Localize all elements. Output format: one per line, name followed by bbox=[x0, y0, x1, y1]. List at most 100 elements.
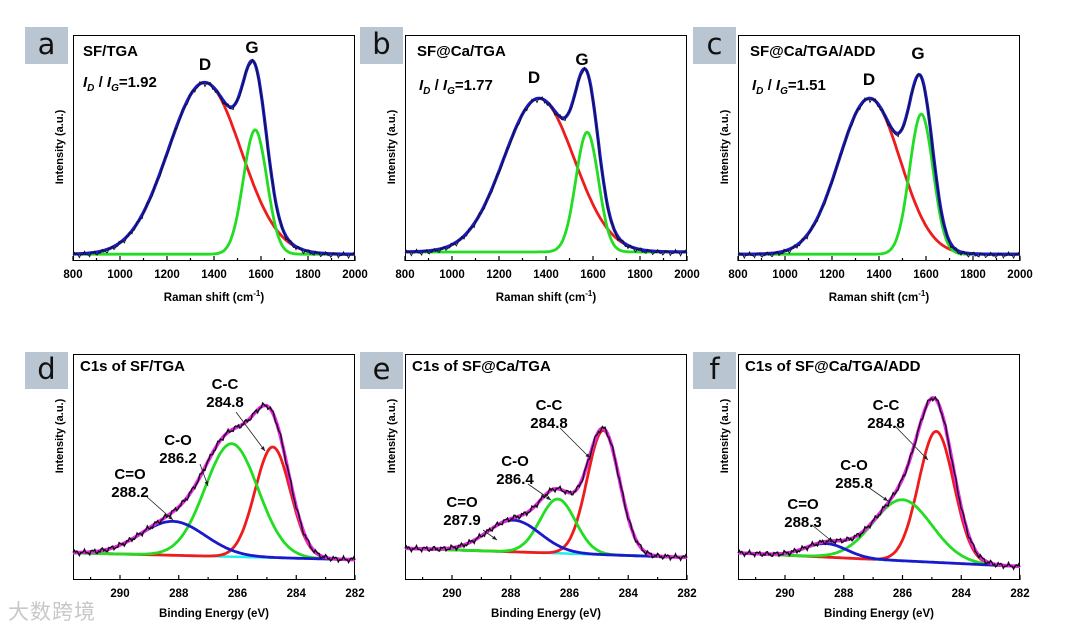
panel-title: SF/TGA bbox=[83, 43, 138, 60]
watermark-logo: 大数跨境 bbox=[8, 600, 96, 624]
peak-annotation-position: 285.8 bbox=[835, 475, 873, 492]
x-tick-label: 286 bbox=[892, 588, 913, 600]
y-axis-label: Intensity (a.u.) bbox=[719, 398, 731, 474]
x-axis-label-close: ) bbox=[925, 291, 930, 304]
peak-annotation: C=O 287.9 bbox=[443, 494, 481, 530]
peak-curve-c-c bbox=[738, 429, 1020, 568]
x-tick-label: 1600 bbox=[580, 269, 606, 281]
annotation-arrow-line bbox=[146, 496, 174, 521]
peak-annotation-position: 288.2 bbox=[111, 484, 149, 501]
raw-data-curve bbox=[404, 425, 688, 562]
peak-curve-g bbox=[73, 128, 355, 256]
peak-annotation: C=O 288.2 bbox=[111, 466, 149, 502]
ratio-part: / bbox=[94, 74, 107, 91]
annotation-arrow-line bbox=[527, 483, 552, 501]
x-tick-label: 1800 bbox=[960, 269, 986, 281]
x-axis-label-text: Raman shift (cm bbox=[163, 291, 254, 304]
x-axis-label: Binding Energy (eV) bbox=[824, 608, 934, 620]
panel-label-f: f bbox=[693, 352, 736, 389]
panel-title: C1s of SF@Ca/TGA bbox=[412, 358, 551, 375]
peak-curve-g bbox=[405, 130, 687, 254]
x-tick-label: 1800 bbox=[295, 269, 321, 281]
x-axis-label: Raman shift (cm-1) bbox=[496, 289, 596, 304]
panel-title: SF@Ca/TGA bbox=[417, 43, 506, 60]
x-axis-label-superscript: -1 bbox=[585, 289, 593, 298]
x-tick-label: 800 bbox=[395, 269, 415, 281]
x-tick-label: 282 bbox=[1010, 588, 1030, 600]
annotation-arrow-head-icon bbox=[585, 453, 590, 458]
peak-annotation-name: C-C bbox=[211, 376, 239, 393]
peak-label-g: G bbox=[575, 50, 589, 69]
x-tick-label: 288 bbox=[501, 588, 521, 600]
annotation-arrow-head-icon bbox=[546, 495, 551, 500]
x-tick-label: 2000 bbox=[342, 269, 368, 281]
ratio-part: D bbox=[87, 83, 95, 94]
annotation-arrow-head-icon bbox=[168, 515, 173, 520]
peak-annotation: C-C 284.8 bbox=[867, 397, 905, 433]
x-tick-label: 290 bbox=[442, 588, 462, 600]
x-axis-label: Raman shift (cm-1) bbox=[164, 289, 264, 304]
peak-annotation-name: C-C bbox=[872, 397, 900, 414]
ratio-part: =1.51 bbox=[787, 77, 826, 94]
x-tick-label: 1600 bbox=[248, 269, 274, 281]
panel-title: C1s of SF@Ca/TGA/ADD bbox=[745, 358, 921, 375]
plot-frame bbox=[405, 354, 687, 580]
peak-annotation-name: C=O bbox=[446, 494, 478, 511]
panel-label-d: d bbox=[25, 352, 68, 389]
peak-annotation-position: 284.8 bbox=[530, 415, 568, 432]
x-tick-label: 1000 bbox=[107, 269, 133, 281]
x-axis-label-text: Binding Energy (eV) bbox=[159, 608, 269, 620]
ratio-part: D bbox=[423, 86, 431, 97]
x-tick-label: 286 bbox=[227, 588, 248, 600]
panel-label-b: b bbox=[360, 27, 403, 64]
x-tick-label: 1000 bbox=[772, 269, 798, 281]
x-tick-label: 1000 bbox=[439, 269, 465, 281]
x-tick-label: 1400 bbox=[866, 269, 892, 281]
x-axis-label: Raman shift (cm-1) bbox=[829, 289, 929, 304]
peak-annotation-name: C-O bbox=[164, 432, 192, 449]
ratio-part: =1.77 bbox=[454, 77, 493, 94]
ratio-part: G bbox=[447, 86, 455, 97]
x-axis-label-text: Raman shift (cm bbox=[828, 291, 919, 304]
panel-label-e: e bbox=[360, 352, 403, 389]
annotation-arrow-head-icon bbox=[829, 538, 834, 543]
x-tick-label: 290 bbox=[110, 588, 130, 600]
ratio-part: / bbox=[763, 77, 776, 94]
plot-frame bbox=[73, 354, 355, 580]
x-tick-label: 288 bbox=[834, 588, 854, 600]
x-tick-label: 2000 bbox=[1007, 269, 1033, 281]
ratio-part: G bbox=[111, 83, 119, 94]
annotation-arrow-head-icon bbox=[883, 496, 888, 501]
x-tick-label: 282 bbox=[345, 588, 365, 600]
x-tick-label: 288 bbox=[169, 588, 189, 600]
raw-data-curve bbox=[737, 74, 1021, 260]
x-axis-label-text: Binding Energy (eV) bbox=[824, 608, 934, 620]
x-tick-label: 800 bbox=[728, 269, 748, 281]
ratio-part: I bbox=[775, 77, 781, 94]
annotation-arrow-head-icon bbox=[492, 535, 497, 540]
peak-annotation-position: 284.8 bbox=[206, 394, 244, 411]
ratio-part: / bbox=[430, 77, 443, 94]
x-tick-label: 284 bbox=[286, 588, 306, 600]
raw-data-curve bbox=[404, 66, 688, 257]
intensity-ratio: ID / IG=1.77 bbox=[419, 77, 493, 97]
peak-label-d: D bbox=[527, 68, 541, 87]
peak-label-d: D bbox=[862, 70, 876, 89]
x-axis-label-text: Raman shift (cm bbox=[495, 291, 586, 304]
ratio-part: D bbox=[756, 86, 764, 97]
x-tick-label: 2000 bbox=[674, 269, 700, 281]
panel-label-c: c bbox=[693, 27, 736, 64]
x-tick-label: 286 bbox=[559, 588, 580, 600]
panel-title: C1s of SF/TGA bbox=[80, 358, 186, 375]
ratio-part: I bbox=[419, 77, 424, 94]
peak-annotation-name: C=O bbox=[114, 466, 146, 483]
ratio-part: I bbox=[442, 77, 448, 94]
x-tick-label: 800 bbox=[63, 269, 83, 281]
peak-curve-c-o bbox=[73, 442, 356, 562]
intensity-ratio: ID / IG=1.51 bbox=[752, 77, 826, 97]
x-tick-label: 284 bbox=[618, 588, 638, 600]
